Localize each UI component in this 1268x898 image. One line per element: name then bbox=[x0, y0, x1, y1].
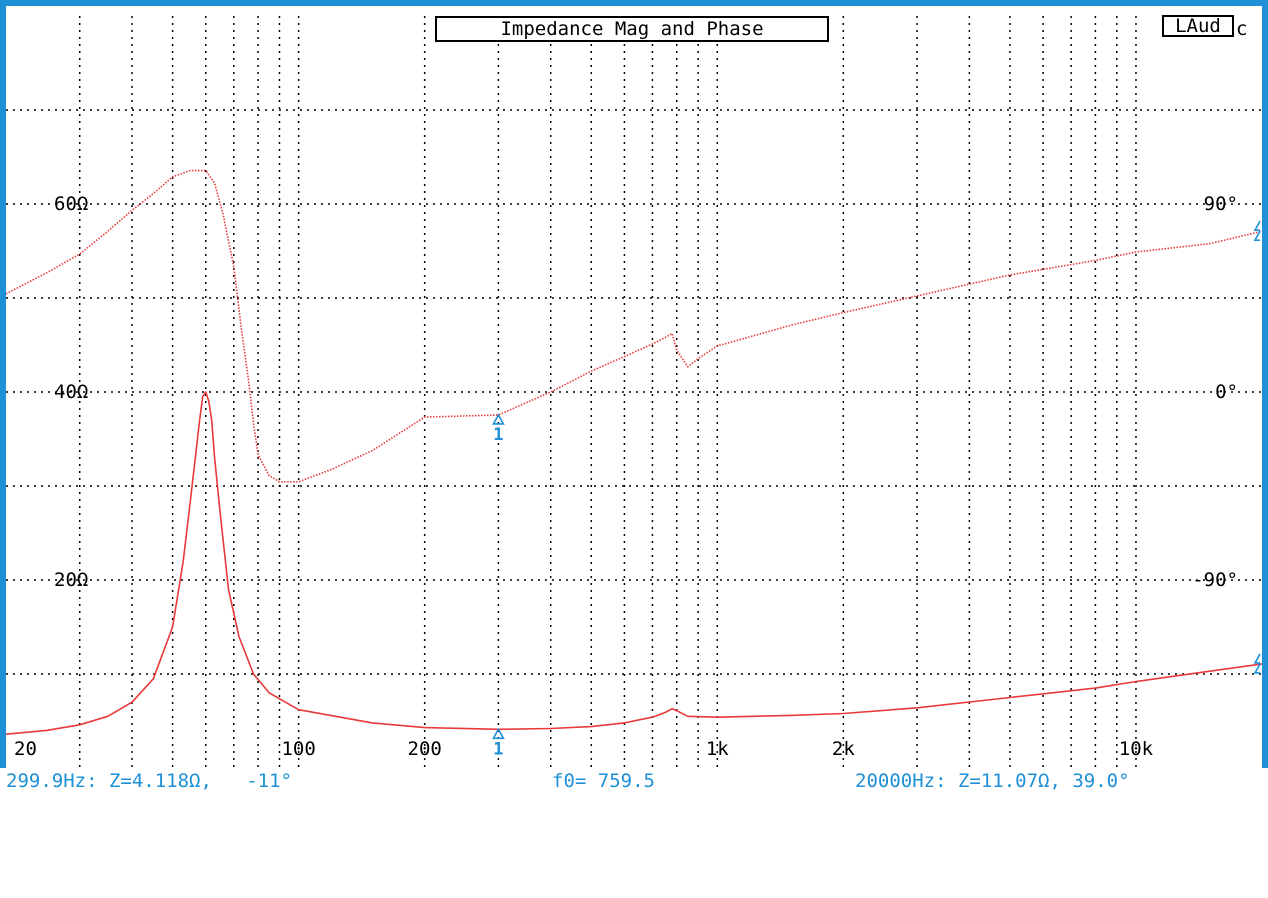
y-right-tick-label: -90° bbox=[1192, 569, 1238, 591]
cursor-arrow-icon bbox=[492, 727, 505, 740]
tick-labels: 20 100 200 1k 2k 10k 60Ω 40Ω 20Ω 90° 0° -90° bbox=[14, 193, 1238, 760]
x-tick-label: 20 bbox=[14, 738, 37, 760]
cursor-marker[interactable]: 1 bbox=[492, 727, 505, 759]
logo: LAud c bbox=[1162, 15, 1247, 40]
chart-title: Impedance Mag and Phase bbox=[500, 18, 763, 40]
cursor-label: 1 bbox=[493, 739, 503, 759]
end-marker-icon bbox=[1253, 220, 1261, 241]
chart-title-box: Impedance Mag and Phase bbox=[435, 16, 829, 42]
x-tick-label: 10k bbox=[1119, 738, 1154, 760]
curves bbox=[6, 169, 1262, 735]
y-left-tick-label: 60Ω bbox=[54, 193, 88, 215]
logo-suffix: c bbox=[1236, 18, 1247, 40]
impedance-magnitude-line bbox=[6, 391, 1262, 735]
cursor-label: 1 bbox=[493, 425, 503, 445]
end-marker-icon bbox=[1253, 653, 1261, 674]
x-tick-label: 200 bbox=[408, 738, 442, 760]
cursor-arrow-icon bbox=[492, 413, 505, 425]
resonance-readout: f0= 759.5 bbox=[552, 770, 655, 792]
end-readout: 20000Hz: Z=11.07Ω, 39.0° bbox=[855, 770, 1130, 792]
cursor-marker[interactable]: 1 bbox=[492, 413, 505, 445]
x-tick-label: 2k bbox=[832, 738, 855, 760]
cursor-markers[interactable]: 11 bbox=[492, 220, 1261, 759]
y-left-tick-label: 40Ω bbox=[54, 381, 88, 403]
y-left-tick-label: 20Ω bbox=[54, 569, 88, 591]
status-bar: 299.9Hz: Z=4.118Ω, -11° f0= 759.5 20000H… bbox=[0, 768, 1268, 794]
x-tick-label: 100 bbox=[281, 738, 315, 760]
impedance-phase-line bbox=[6, 169, 1262, 483]
logo-text: LAud bbox=[1175, 15, 1221, 37]
grid bbox=[6, 16, 1262, 768]
cursor-readout: 299.9Hz: Z=4.118Ω, -11° bbox=[6, 770, 292, 792]
y-right-tick-label: 90° bbox=[1204, 193, 1238, 215]
x-tick-label: 1k bbox=[706, 738, 729, 760]
y-right-tick-label: 0° bbox=[1215, 381, 1238, 403]
